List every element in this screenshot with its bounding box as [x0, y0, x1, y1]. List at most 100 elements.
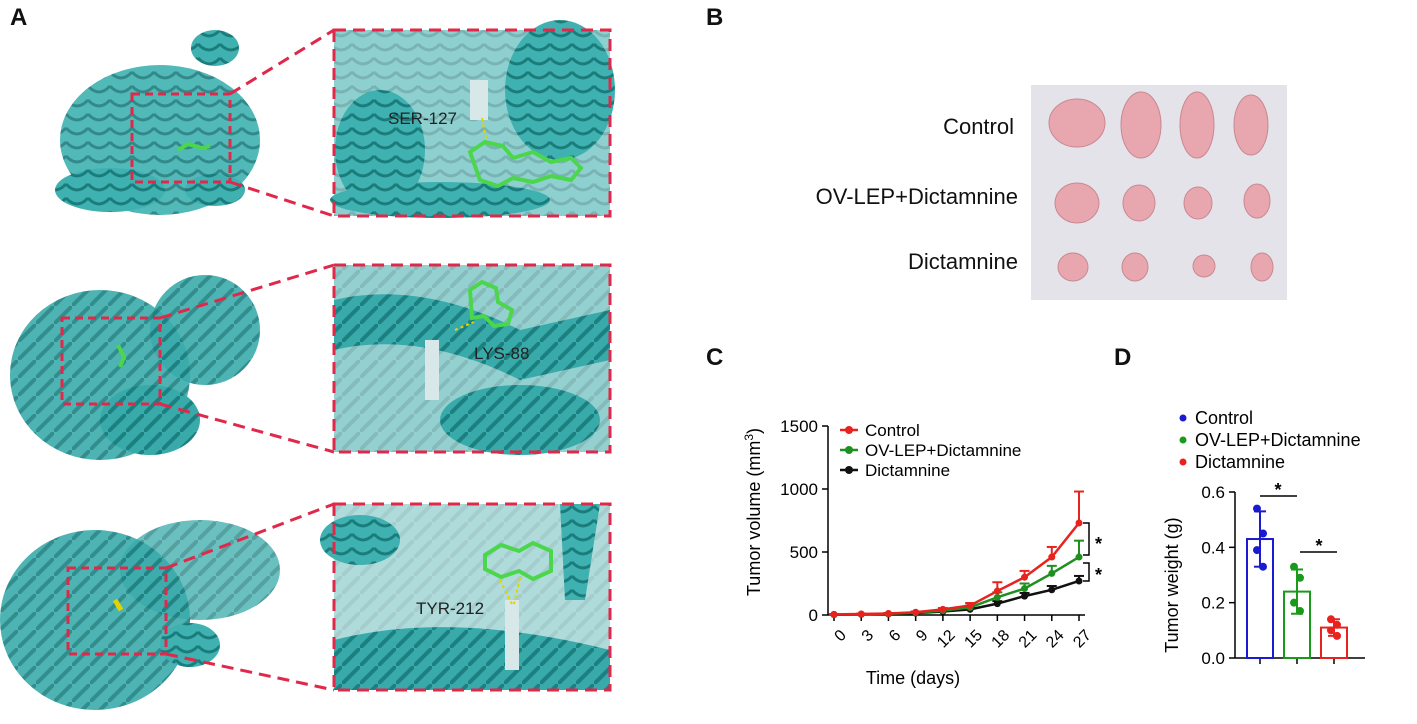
weight-sig-star: * [1274, 480, 1281, 500]
volume-x-tick-label: 21 [1016, 627, 1041, 652]
protein-overview-1 [55, 30, 260, 215]
volume-point [1075, 519, 1083, 527]
panel-c-letter: C [706, 344, 724, 371]
tumor-label-ovlep: OV-LEP+Dictamnine [815, 184, 1018, 209]
weight-point [1259, 562, 1267, 571]
weight-point [1290, 598, 1298, 607]
weight-point [1290, 562, 1298, 571]
weight-legend-label: Control [1195, 408, 1253, 428]
weight-point [1327, 615, 1335, 624]
panel-b-letter: B [706, 4, 724, 31]
zoom-view-2 [334, 265, 610, 455]
volume-point [1048, 586, 1056, 594]
volume-ylabel: Tumor volume (mm3) [742, 428, 764, 596]
volume-point [912, 608, 920, 616]
weight-point [1259, 529, 1267, 538]
volume-point [993, 600, 1001, 608]
volume-point [993, 593, 1001, 601]
volume-point [939, 605, 947, 613]
weight-bar-group-1 [1283, 562, 1311, 660]
volume-significance: ** [1083, 522, 1102, 585]
weight-point [1296, 606, 1304, 615]
volume-x-tick-label: 9 [913, 627, 931, 645]
volume-sig-star: * [1095, 565, 1102, 585]
residue-label-2: LYS-88 [474, 344, 529, 363]
selection-box-3 [66, 566, 168, 656]
volume-y-tick-label: 1000 [780, 480, 818, 499]
volume-legend-label: Control [865, 421, 920, 440]
volume-point [857, 610, 865, 618]
volume-legend-label: OV-LEP+Dictamnine [865, 441, 1021, 460]
weight-significance: ** [1260, 480, 1337, 556]
zoom-frame-3 [332, 502, 612, 692]
volume-point [1075, 577, 1083, 585]
weight-y-tick-label: 0.6 [1201, 483, 1225, 502]
volume-y-tick-label: 500 [790, 543, 818, 562]
volume-point [1048, 569, 1056, 577]
panel-a-structures: SER-127 LYS-88 [0, 20, 615, 710]
weight-point [1327, 626, 1335, 635]
volume-x-tick-label: 24 [1043, 627, 1068, 652]
volume-series-2 [829, 574, 1084, 619]
weight-y-tick-label: 0.4 [1201, 538, 1225, 557]
volume-x-tick-label: 0 [832, 627, 850, 645]
volume-point [966, 602, 974, 610]
weight-bar-group-2 [1320, 615, 1348, 659]
protein-overview-3 [0, 520, 280, 710]
volume-point [1021, 592, 1029, 600]
volume-sig-star: * [1095, 534, 1102, 554]
volume-bracket [1083, 522, 1090, 556]
volume-x-tick-label: 27 [1070, 627, 1095, 652]
volume-xlabel: Time (days) [866, 668, 960, 688]
weight-point [1253, 546, 1261, 555]
weight-legend-marker [1179, 458, 1187, 466]
volume-series-line [833, 522, 1080, 616]
volume-x-tick-label: 15 [961, 627, 986, 652]
zoom-view-3 [320, 504, 610, 690]
volume-legend-marker [845, 426, 853, 434]
volume-point [993, 587, 1001, 595]
volume-bracket [1083, 562, 1090, 582]
volume-point [1048, 553, 1056, 561]
weight-legend-label: Dictamnine [1195, 452, 1285, 472]
volume-point [884, 609, 892, 617]
volume-point [1075, 553, 1083, 561]
weight-point [1333, 620, 1341, 629]
weight-ylabel: Tumor weight (g) [1162, 517, 1182, 652]
weight-legend-marker [1179, 436, 1187, 444]
weight-point [1296, 573, 1304, 582]
panel-a-letter: A [10, 4, 28, 31]
selection-box-2 [60, 316, 162, 406]
volume-point [1021, 573, 1029, 581]
weight-point [1253, 504, 1261, 513]
zoom-view-1 [330, 20, 615, 218]
volume-series-line [833, 555, 1080, 616]
volume-y-tick-label: 0 [809, 606, 818, 625]
weight-legend-label: OV-LEP+Dictamnine [1195, 430, 1361, 450]
selection-box-1 [130, 92, 232, 184]
volume-legend-marker [845, 446, 853, 454]
tumor-label-dictamnine: Dictamnine [907, 249, 1018, 274]
volume-x-tick-label: 18 [989, 627, 1014, 652]
volume-legend-marker [845, 466, 853, 474]
weight-sig-star: * [1315, 536, 1322, 556]
volume-y-tick-label: 1500 [780, 417, 818, 436]
volume-x-tick-label: 12 [934, 627, 959, 652]
panel-d-letter: D [1114, 344, 1132, 371]
weight-point [1333, 631, 1341, 640]
volume-x-tick-label: 3 [859, 627, 877, 645]
residue-label-3: TYR-212 [416, 599, 484, 618]
volume-point [1021, 585, 1029, 593]
zoom-frame-1 [332, 28, 612, 218]
residue-label-1: SER-127 [388, 109, 457, 128]
tumor-photo [1031, 85, 1287, 300]
protein-overview-2 [10, 275, 260, 460]
weight-y-tick-label: 0.0 [1201, 649, 1225, 668]
volume-legend-label: Dictamnine [865, 461, 950, 480]
weight-y-tick-label: 0.2 [1201, 594, 1225, 613]
zoom-frame-2 [332, 263, 612, 454]
tumor-label-control: Control [943, 114, 1014, 139]
volume-point [830, 610, 838, 618]
